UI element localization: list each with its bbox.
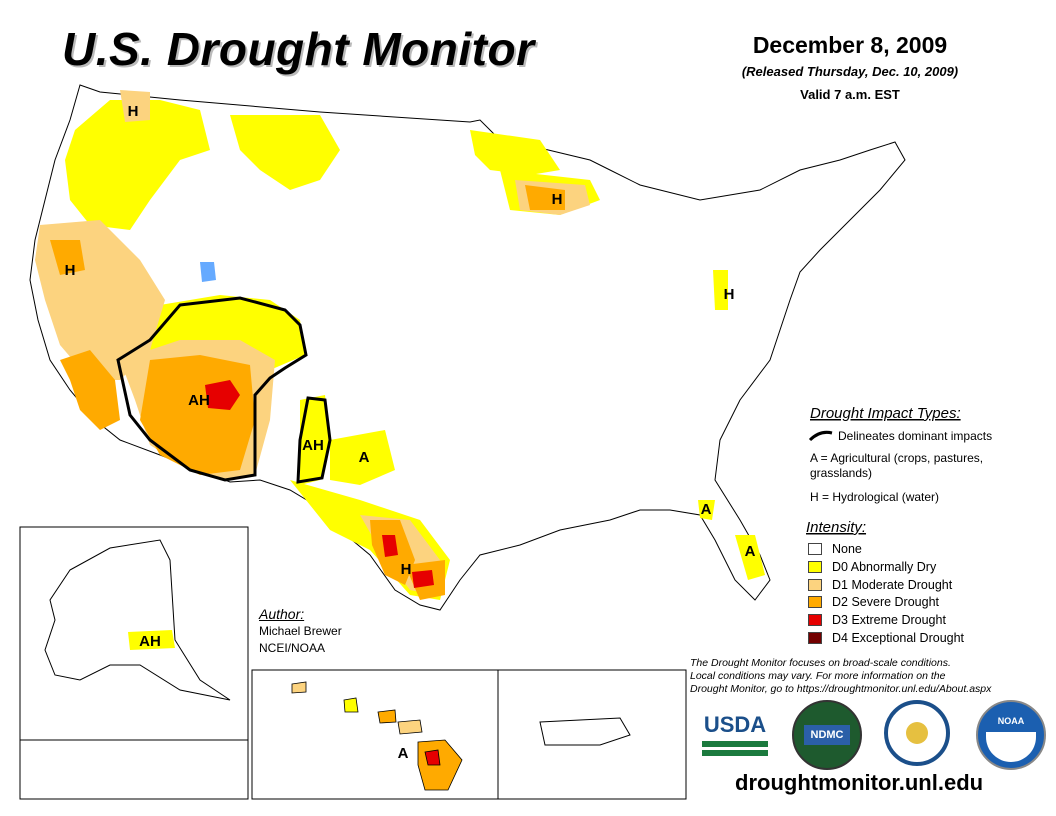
noaa-logo[interactable]: NOAA — [976, 700, 1046, 770]
usda-logo-stripe — [702, 750, 768, 756]
usda-logo-stripe — [702, 741, 768, 747]
delineation-sample — [808, 430, 833, 442]
alaska-outline — [44, 539, 231, 701]
conus-outline — [29, 84, 906, 611]
map-title: U.S. Drought Monitor — [62, 23, 535, 75]
swatch-none — [808, 543, 822, 555]
intensity-heading: Intensity: — [806, 519, 866, 536]
author-heading: Author: — [259, 606, 305, 622]
valid-time: Valid 7 a.m. EST — [800, 87, 900, 102]
ndmc-logo[interactable]: NDMC — [792, 700, 862, 770]
label-a-hi: A — [398, 745, 409, 762]
label-ah-ak: AH — [139, 633, 161, 650]
label-h-pa: H — [724, 286, 735, 303]
intensity-label: D1 Moderate Drought — [832, 578, 953, 592]
label-h-wa: H — [128, 103, 139, 120]
note-line-1: The Drought Monitor focuses on broad-sca… — [690, 657, 951, 669]
swatch-d3 — [808, 614, 822, 626]
intensity-label: D0 Abnormally Dry — [832, 560, 937, 574]
swatch-d2 — [808, 596, 822, 608]
great-salt-lake — [200, 262, 216, 282]
intensity-d1: D1 Moderate Drought — [808, 577, 952, 593]
d3-areas — [205, 380, 434, 588]
intensity-label: D4 Exceptional Drought — [832, 631, 965, 645]
note-line-2: Local conditions may vary. For more info… — [690, 670, 946, 682]
ndmc-logo-text: NDMC — [804, 725, 850, 745]
intensity-d0: D0 Abnormally Dry — [808, 559, 936, 575]
label-a-fl: A — [745, 543, 756, 560]
puerto-rico-outline — [539, 717, 631, 746]
delineates-label: Delineates dominant impacts — [838, 429, 992, 443]
intensity-label: D3 Extreme Drought — [832, 613, 946, 627]
intensity-d4: D4 Exceptional Drought — [808, 630, 964, 646]
intensity-label: None — [832, 542, 862, 556]
agricultural-label: A = Agricultural (crops, pastures, — [810, 451, 983, 465]
release-date: (Released Thursday, Dec. 10, 2009) — [741, 64, 959, 79]
usda-logo-text: USDA — [703, 712, 767, 737]
note-line-3: Drought Monitor, go to https://droughtmo… — [690, 683, 992, 695]
eagle-icon — [906, 722, 928, 744]
agricultural-label-2: grasslands) — [810, 466, 872, 480]
map-date: December 8, 2009 — [752, 32, 948, 58]
swatch-d4 — [808, 632, 822, 644]
hydrological-label: H = Hydrological (water) — [810, 490, 939, 504]
disclaimer-note: The Drought Monitor focuses on broad-sca… — [690, 657, 1035, 696]
label-h-nv: H — [65, 262, 76, 279]
label-a-ga: A — [701, 501, 712, 518]
noaa-wave-icon — [986, 732, 1036, 762]
noaa-logo-text: NOAA — [997, 716, 1025, 726]
label-h-mi: H — [552, 191, 563, 208]
intensity-label: D2 Severe Drought — [832, 595, 940, 609]
author-name: Michael Brewer — [259, 624, 342, 638]
author-block: Author: Michael Brewer NCEI/NOAA — [259, 606, 342, 657]
swatch-d0 — [808, 561, 822, 573]
label-h-tx: H — [401, 561, 412, 578]
alaska-d0 — [128, 630, 175, 650]
swatch-d1 — [808, 579, 822, 591]
usda-logo[interactable]: USDA — [702, 712, 768, 760]
impact-types-heading: Drought Impact Types: — [810, 405, 961, 422]
label-ah-az: AH — [188, 392, 210, 409]
hawaii-inset — [251, 669, 499, 800]
intensity-d2: D2 Severe Drought — [808, 594, 939, 610]
intensity-d3: D3 Extreme Drought — [808, 612, 946, 628]
intensity-none: None — [808, 541, 862, 557]
label-ah-nm: AH — [302, 437, 324, 454]
impact-boundaries — [116, 296, 332, 484]
label-a-tx: A — [359, 449, 370, 466]
author-org: NCEI/NOAA — [259, 641, 326, 655]
commerce-seal-icon[interactable] — [884, 700, 950, 766]
hawaii-islands — [291, 681, 463, 791]
drought-monitor-url[interactable]: droughtmonitor.unl.edu — [735, 770, 984, 795]
